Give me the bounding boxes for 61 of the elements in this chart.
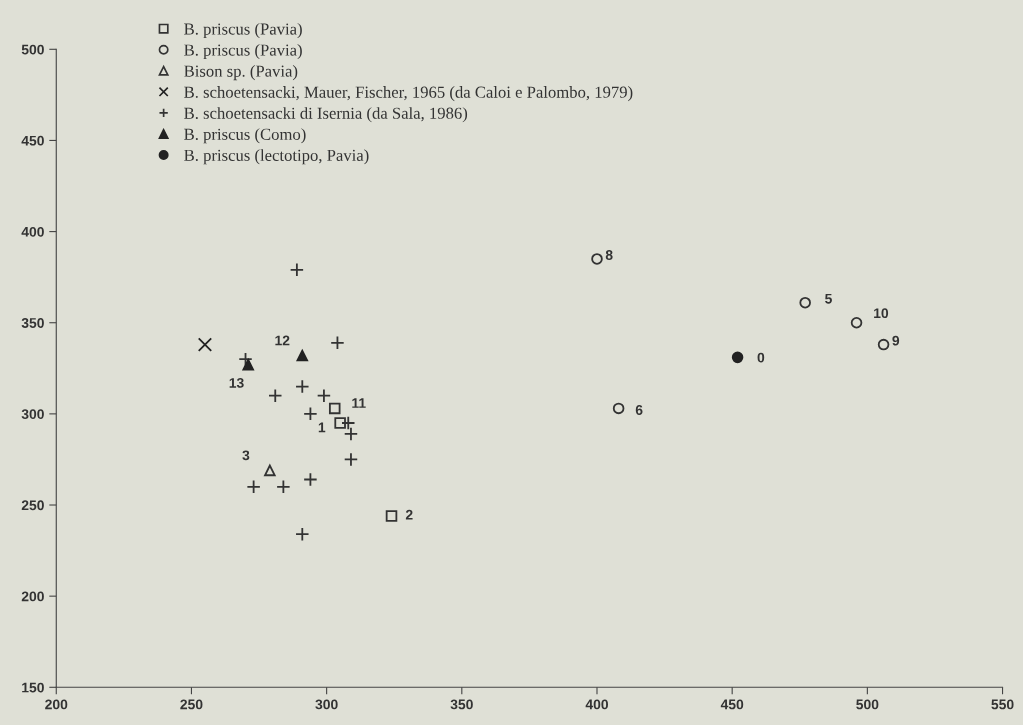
point [246,479,261,494]
x-tick-label: 450 [720,699,744,710]
y-tick-label: 300 [21,409,44,420]
x-tick-label: 250 [180,699,203,710]
y-tick-label: 200 [21,591,44,602]
point [276,479,291,494]
point [612,402,625,415]
annotation: 5 [825,293,832,304]
annotation: 9 [892,335,900,346]
y-tick-label: 250 [21,500,44,511]
point [289,262,305,278]
annotation: 3 [242,450,250,461]
annotation: 2 [405,509,413,520]
annotation: 6 [635,405,643,415]
legend-label: B. priscus (Pavia) [184,22,302,39]
legend-label: B. priscus (Pavia) [184,43,302,60]
point [303,406,318,422]
x-tick-label: 400 [585,699,609,710]
annotation: 11 [352,398,366,408]
y-tick-label: 150 [22,682,44,693]
point [341,415,356,431]
point [295,527,310,542]
annotation: 10 [874,308,889,319]
point [591,253,603,265]
legend-label: B. schoetensacki di Isernia (da Sala, 1986) [184,107,468,123]
x-tick-label: 500 [856,699,879,710]
point [328,402,341,415]
y-tick-label: 400 [21,226,44,237]
point [296,349,309,362]
annotation: 0 [757,352,765,363]
legend-label: B. priscus (Como) [184,128,306,144]
point [303,472,318,487]
legend-label: B. priscus (lectotipo, Pavia) [184,149,369,165]
point [385,510,398,522]
annotation: 13 [229,377,244,388]
point [197,337,213,352]
y-tick-label: 450 [21,135,44,146]
annotation: 12 [275,335,290,346]
point [343,452,359,467]
point [316,388,332,403]
y-tick-label: 500 [21,44,44,55]
point [242,358,254,371]
legend-label: Bison sp. (Pavia) [184,65,298,81]
x-tick-label: 350 [450,699,473,710]
point [731,351,744,364]
annotation: 1 [318,422,326,433]
point [799,296,811,309]
annotation: 8 [605,250,613,260]
point [264,464,276,477]
point [268,388,283,403]
point [334,417,346,429]
x-tick-label: 200 [45,699,68,710]
x-tick-label: 550 [991,699,1014,710]
legend-label: B. schoetensacki, Mauer, Fischer, 1965 (da Caloi e Palombo, 1979) [184,86,633,102]
point [295,379,310,394]
point [343,426,359,442]
point [850,316,863,329]
y-tick-label: 350 [21,318,44,328]
x-tick-label: 300 [315,699,338,710]
point [330,335,345,350]
point [877,338,890,351]
